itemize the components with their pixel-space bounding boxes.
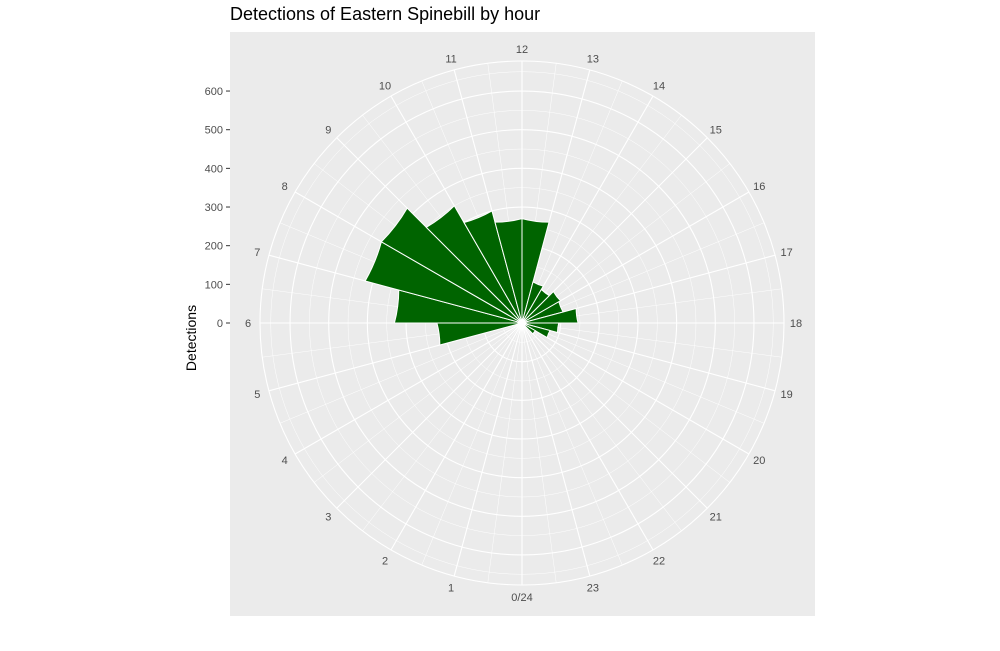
circular-gridline <box>347 148 697 498</box>
hour-label: 15 <box>710 124 722 136</box>
y-axis-title: Detections <box>183 305 199 371</box>
bar-hour-13.5 <box>521 281 545 324</box>
circular-gridline <box>289 90 755 556</box>
bars-layer <box>364 205 579 346</box>
radial-gridline <box>521 114 682 324</box>
hour-label: 17 <box>781 247 793 259</box>
hour-label: 2 <box>382 555 388 567</box>
radial-gridline <box>521 322 654 551</box>
hour-label: 11 <box>445 53 456 65</box>
bar-hour-10.5 <box>463 210 523 324</box>
y-tick-label: 300 <box>205 202 223 214</box>
hour-label: 3 <box>325 512 331 524</box>
radial-gridline <box>521 322 782 358</box>
hour-label: 5 <box>254 389 260 401</box>
radial-gridline <box>390 322 523 551</box>
hour-label: 10 <box>379 81 391 93</box>
hour-label: 22 <box>653 555 665 567</box>
bar-hour-15.5 <box>521 290 562 324</box>
radial-gridline <box>521 322 708 509</box>
radial-gridline <box>521 322 682 532</box>
radial-gridline <box>294 322 523 455</box>
radial-gridline <box>453 322 523 577</box>
y-tick-label: 600 <box>205 86 223 98</box>
radial-gridline <box>279 322 523 424</box>
radial-gridline <box>521 322 750 455</box>
hour-label: 1 <box>448 583 454 595</box>
hour-label: 16 <box>753 181 765 193</box>
bar-hour-20.5 <box>521 322 537 335</box>
hour-label: 20 <box>753 455 765 467</box>
hour-label: 7 <box>254 247 260 259</box>
circular-gridline <box>259 60 785 586</box>
y-axis-layer: 0 100 200 300 400 500 600 <box>205 86 230 330</box>
hour-label: 8 <box>282 181 288 193</box>
chart-title: Detections of Eastern Spinebill by hour <box>230 4 541 24</box>
hour-label: 19 <box>781 389 793 401</box>
circular-gridline <box>386 187 658 459</box>
bar-hour-17.5 <box>521 307 579 324</box>
y-tick-label: 200 <box>205 241 223 253</box>
radial-gridline <box>521 95 654 324</box>
radial-gridline <box>336 322 523 509</box>
hour-label: 9 <box>325 124 331 136</box>
y-tick-label: 0 <box>217 318 223 330</box>
circular-gridline <box>270 71 774 575</box>
radial-gridline <box>521 322 765 424</box>
bar-hour-5.5 <box>436 322 523 346</box>
bar-hour-9.5 <box>425 205 523 324</box>
hour-label: 14 <box>653 81 665 93</box>
radial-gridline <box>521 322 776 392</box>
bar-hour-8.5 <box>380 207 523 324</box>
hour-label: 18 <box>790 318 802 330</box>
hour-label: 13 <box>587 53 599 65</box>
hour-label: 23 <box>587 583 599 595</box>
y-tick-label: 100 <box>205 279 223 291</box>
circular-gridline <box>328 129 716 517</box>
radial-gridline <box>521 322 591 577</box>
radial-gridline <box>521 80 623 324</box>
radial-gridline <box>521 222 765 324</box>
radial-gridline <box>521 322 557 583</box>
radial-gridline <box>521 322 623 566</box>
y-tick-label: 500 <box>205 125 223 137</box>
radial-gridline <box>487 322 523 583</box>
hour-label: 21 <box>710 512 722 524</box>
hour-label: 4 <box>282 455 288 467</box>
radial-gridline <box>521 322 731 483</box>
radial-gridline <box>421 322 523 566</box>
hour-labels-layer: 0/24123456789101112131415161718192021222… <box>245 44 802 604</box>
hour-label: 6 <box>245 318 251 330</box>
radial-gridline <box>362 322 523 532</box>
radial-gridline <box>313 322 523 483</box>
circular-gridline <box>366 167 678 479</box>
circular-gridline <box>309 110 735 536</box>
hour-label: 0/24 <box>511 592 532 604</box>
y-tick-label: 400 <box>205 163 223 175</box>
hour-label: 12 <box>516 44 528 56</box>
